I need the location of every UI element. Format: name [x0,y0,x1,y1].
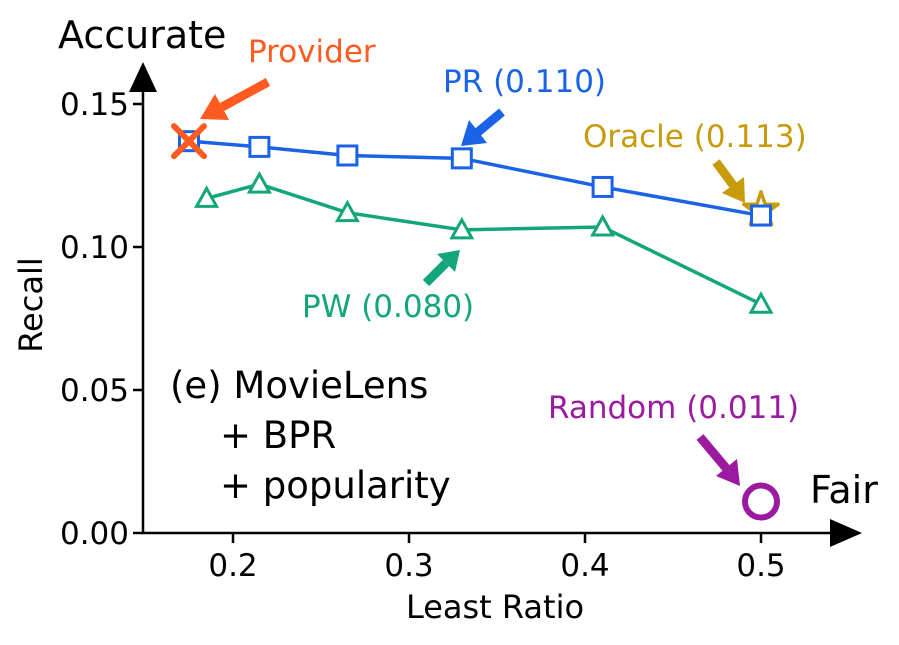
panel-label-line2: + BPR [220,414,336,457]
y-arrow-label: Accurate [58,13,226,57]
y-tick-label: 0.15 [60,87,129,123]
series-layer [178,130,774,314]
pw-label: PW (0.080) [302,289,474,325]
y-tick-label: 0.05 [60,373,129,409]
pr-point [248,135,271,158]
pr-point [336,144,359,167]
annotation-arrows [200,78,745,486]
pw-arrow [422,250,460,287]
random-label: Random (0.011) [548,390,799,426]
pr-point [450,147,473,170]
x-arrow-label: Fair [810,468,878,512]
x-tick-label: 0.5 [736,548,785,584]
panel-label-line1: (e) MovieLens [170,364,428,407]
pr-point [591,175,614,198]
pr-point [750,204,772,227]
random-point [742,482,780,521]
pr-overlay [750,204,772,227]
oracle-arrow [712,159,745,203]
y-axis-title: Recall [12,257,50,352]
x-tick-label: 0.3 [384,548,433,584]
y-axis-arrowhead [129,62,157,92]
x-marker-stroke [171,123,207,160]
pw-point [748,291,774,314]
axis-ticks: 0.2 0.3 0.4 0.5 0.00 0.05 0.10 0.15 [60,87,786,584]
provider-arrow [200,78,271,120]
oracle-label: Oracle (0.113) [583,119,807,155]
pw-series-line [206,182,762,306]
pw-point [246,170,272,194]
x-axis-arrowhead [830,519,862,547]
pr-arrow [461,108,505,146]
provider-point [171,123,207,160]
pr-series-line [188,139,762,218]
y-tick-label: 0.00 [60,516,129,552]
pw-point [449,216,475,240]
x-tick-label: 0.4 [560,548,609,584]
random-arrow [696,434,740,486]
pw-point [590,213,616,237]
x-tick-label: 0.2 [208,548,257,584]
x-axis-title: Least Ratio [406,588,584,626]
y-tick-label: 0.10 [60,230,129,266]
pw-point [194,185,220,208]
pw-point [334,199,360,223]
pr-label: PR (0.110) [443,64,606,100]
panel-label-line3: + popularity [220,464,451,507]
provider-label: Provider [248,34,376,70]
